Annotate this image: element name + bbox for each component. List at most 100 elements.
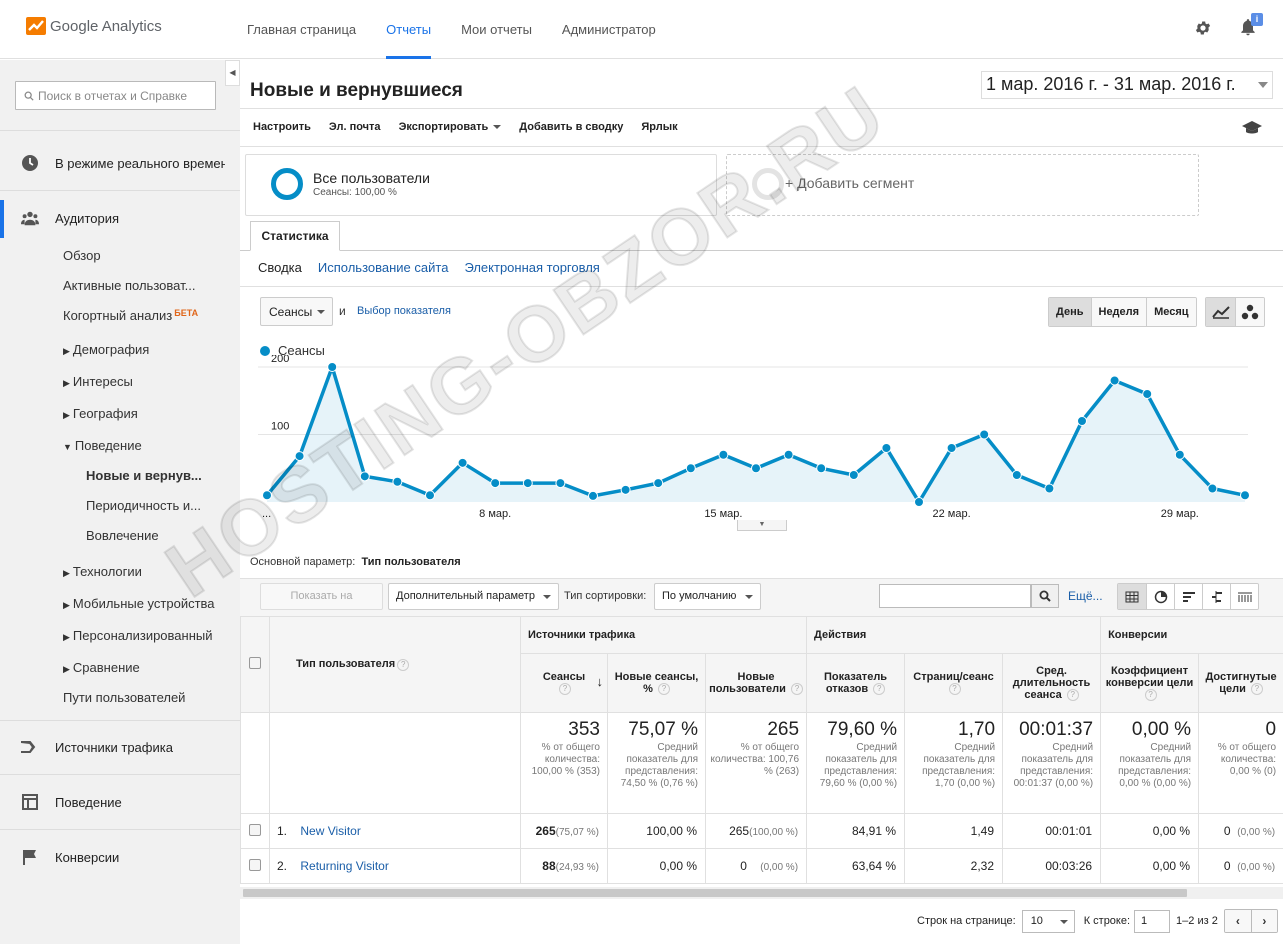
help-icon[interactable]: ? [657, 683, 670, 696]
data-point[interactable] [653, 478, 664, 489]
advanced-filter-link[interactable]: Ещё... [1068, 589, 1103, 603]
data-point[interactable] [425, 490, 435, 501]
data-point[interactable] [881, 443, 892, 453]
sidebar-item-audience[interactable]: Аудитория [0, 204, 240, 232]
data-point[interactable] [783, 449, 794, 460]
export-button[interactable]: Экспортировать [399, 121, 502, 133]
sidebar-item-cohort[interactable]: Когортный анализ БЕТА [63, 308, 198, 323]
line-chart-button[interactable] [1206, 298, 1235, 326]
graduation-cap-icon[interactable] [1241, 120, 1263, 139]
sidebar-item-technology[interactable]: ▶ Технологии [63, 564, 142, 579]
help-icon[interactable]: ? [1250, 683, 1263, 696]
notifications-bell-icon[interactable]: i [1238, 13, 1263, 40]
sidebar-item-overview[interactable]: Обзор [63, 248, 101, 263]
table-filter-input[interactable] [880, 585, 1028, 607]
data-point[interactable] [392, 476, 403, 487]
table-view-pivot-button[interactable] [1230, 584, 1258, 609]
subtab-site-usage[interactable]: Использование сайта [317, 260, 449, 275]
column-header-conversion-rate[interactable]: Коэффициент конверсии цели ? [1100, 653, 1200, 713]
primary-dimension-value[interactable]: Тип пользователя [361, 556, 461, 568]
select-all-checkbox[interactable] [249, 657, 261, 669]
next-page-button[interactable]: › [1250, 910, 1277, 932]
data-point[interactable] [359, 471, 370, 482]
gear-icon[interactable] [1194, 19, 1212, 40]
row-checkbox[interactable] [249, 858, 261, 871]
sidebar-search[interactable] [15, 81, 216, 110]
table-filter-search-button[interactable] [1031, 584, 1059, 608]
data-point[interactable] [490, 478, 501, 489]
collapse-sidebar-button[interactable]: ◀ [225, 60, 240, 86]
sort-type-select[interactable]: По умолчанию [654, 583, 761, 610]
column-header-bounce-rate[interactable]: Показатель отказов ? [806, 653, 906, 713]
data-point[interactable] [1240, 490, 1250, 501]
horizontal-scrollbar[interactable] [243, 889, 1187, 897]
sidebar-item-conversions[interactable]: Конверсии [0, 843, 240, 871]
data-point[interactable] [914, 497, 924, 507]
ga-logo[interactable]: Google Analytics [26, 17, 162, 35]
sidebar-item-behavior[interactable]: Поведение [0, 788, 240, 816]
data-point[interactable] [262, 490, 272, 501]
data-point[interactable] [718, 449, 729, 460]
add-segment-button[interactable]: + Добавить сегмент [726, 154, 1199, 216]
data-point[interactable] [1174, 449, 1185, 460]
subtab-summary[interactable]: Сводка [258, 260, 302, 275]
data-point[interactable] [555, 478, 566, 489]
data-point[interactable] [620, 484, 631, 495]
choose-metric-link[interactable]: Выбор показателя [357, 305, 451, 317]
table-view-comparison-button[interactable] [1202, 584, 1230, 609]
table-view-pie-button[interactable] [1146, 584, 1174, 609]
period-day-button[interactable]: День [1049, 298, 1091, 326]
data-point[interactable] [1044, 483, 1055, 494]
data-point[interactable] [1077, 416, 1087, 426]
email-button[interactable]: Эл. почта [328, 121, 381, 133]
column-header-new-sessions[interactable]: Новые сеансы, % ? [607, 653, 706, 713]
help-icon[interactable]: ? [1144, 689, 1157, 702]
data-point[interactable] [1207, 483, 1218, 494]
plot-rows-button[interactable]: Показать на диаграмме [260, 583, 383, 627]
data-point[interactable] [327, 362, 338, 372]
tab-home[interactable]: Главная страница [247, 22, 357, 37]
data-point[interactable] [946, 443, 957, 453]
sidebar-item-custom[interactable]: ▶ Персонализированный [63, 628, 213, 643]
data-point[interactable] [751, 463, 761, 474]
row-dimension-link[interactable]: Returning Visitor [300, 859, 389, 873]
column-header-new-users[interactable]: Новые пользователи ? [704, 653, 808, 713]
secondary-dimension-select[interactable]: Дополнительный параметр [388, 583, 559, 610]
sidebar-item-behavior-group[interactable]: ▼ Поведение [63, 438, 142, 453]
data-point[interactable] [1142, 389, 1153, 399]
add-to-dashboard-button[interactable]: Добавить в сводку [519, 121, 624, 133]
tab-admin[interactable]: Администратор [561, 22, 656, 37]
data-point[interactable] [979, 429, 990, 440]
data-point[interactable] [1011, 470, 1022, 480]
sidebar-item-mobile[interactable]: ▶ Мобильные устройства [63, 596, 215, 611]
tab-reports[interactable]: Отчеты [371, 0, 446, 59]
data-point[interactable] [816, 463, 827, 474]
sidebar-item-realtime[interactable]: В режиме реального времени [0, 149, 240, 177]
sidebar-item-new-vs-returning[interactable]: Новые и вернув... [86, 468, 202, 483]
dimension-header[interactable]: Тип пользователя? [269, 616, 521, 713]
tab-explorer[interactable]: Статистика [250, 221, 340, 251]
sidebar-item-interests[interactable]: ▶ Интересы [63, 374, 133, 389]
date-range-picker[interactable]: 1 мар. 2016 г. - 31 мар. 2016 г. [981, 71, 1273, 99]
data-point[interactable] [522, 478, 533, 489]
sidebar-item-demographics[interactable]: ▶ Демография [63, 342, 149, 357]
data-point[interactable] [685, 463, 696, 474]
help-icon[interactable]: ? [948, 683, 961, 696]
subtab-ecommerce[interactable]: Электронная торговля [464, 260, 600, 275]
table-view-performance-button[interactable] [1174, 584, 1202, 609]
data-point[interactable] [1109, 375, 1120, 386]
help-icon[interactable]: ? [1066, 689, 1079, 702]
metric-select[interactable]: Сеансы [260, 297, 333, 326]
segment-all-users[interactable]: Все пользователи Сеансы: 100,00 % [245, 154, 717, 216]
sidebar-item-acquisition[interactable]: Источники трафика [0, 733, 240, 761]
customize-button[interactable]: Настроить [253, 121, 311, 133]
motion-chart-button[interactable] [1235, 298, 1264, 326]
column-header-sessions[interactable]: Сеансы? ↓ [520, 653, 608, 713]
period-month-button[interactable]: Месяц [1146, 298, 1196, 326]
tab-my-reports[interactable]: Мои отчеты [461, 22, 532, 37]
help-icon[interactable]: ? [397, 658, 410, 671]
help-icon[interactable]: ? [559, 683, 571, 696]
column-header-pages-per-session[interactable]: Страниц/сеанс? [904, 653, 1004, 713]
table-view-data-button[interactable] [1118, 584, 1146, 609]
rows-per-page-select[interactable]: 10 [1021, 909, 1075, 933]
